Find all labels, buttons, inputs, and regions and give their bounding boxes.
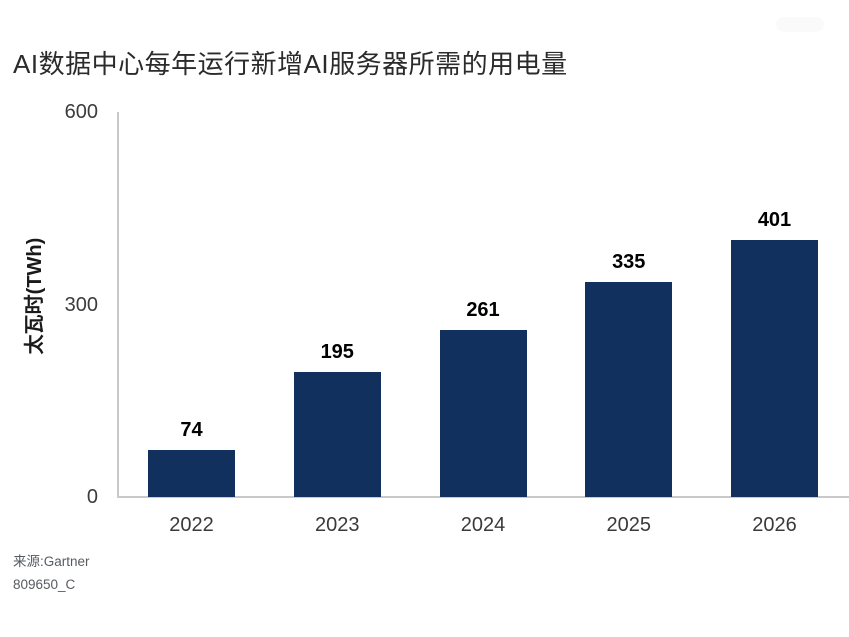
x-tick-label: 2026 [752, 514, 797, 536]
source-note: 来源:Gartner 809650_C [13, 550, 90, 596]
plot-area: 74 2022 195 2023 261 2024 335 2025 401 2026 [118, 112, 849, 536]
bar-value-label: 335 [612, 251, 646, 274]
chart-title: AI数据中心每年运行新增AI服务器所需的用电量 [13, 49, 568, 79]
bar-2025 [585, 282, 673, 497]
bar-2023 [293, 371, 381, 497]
bar-value-label: 401 [757, 208, 792, 231]
y-tick-label: 0 [86, 486, 98, 508]
source-line: 来源:Gartner [13, 554, 90, 569]
bar-value-label: 195 [320, 340, 354, 363]
source-id: 809650_C [13, 577, 76, 592]
y-axis-line [117, 112, 119, 498]
smudge-artifact [776, 17, 824, 32]
x-tick-label: 2023 [315, 514, 360, 536]
x-tick-label: 2025 [606, 514, 652, 536]
bar-2022 [148, 449, 235, 497]
y-tick-label: 600 [64, 101, 98, 123]
bar-value-label: 74 [180, 418, 203, 441]
bar-value-label: 261 [466, 298, 500, 321]
x-axis-line [117, 496, 849, 498]
x-tick-label: 2024 [460, 514, 506, 536]
y-tick-label: 300 [64, 293, 98, 316]
bar-2024 [439, 329, 527, 497]
x-tick-label: 2022 [169, 514, 214, 536]
bar-2026 [731, 239, 818, 497]
